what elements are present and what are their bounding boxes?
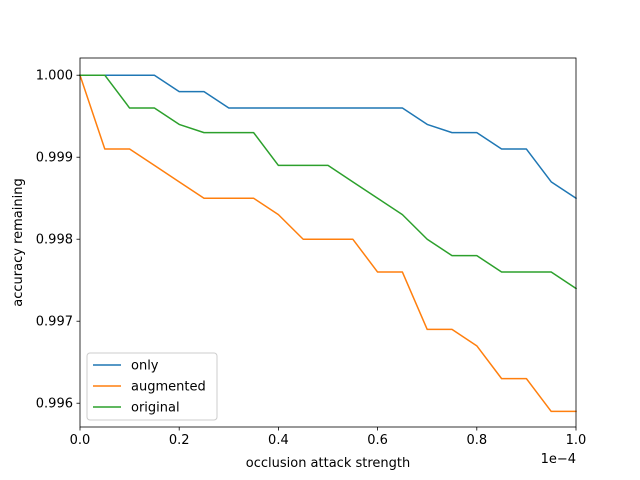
y-tick-label: 0.997: [36, 315, 73, 330]
legend-box: [86, 352, 218, 421]
y-axis-label: accuracy remaining: [11, 178, 26, 306]
series-layer: [79, 74, 578, 413]
legend-label-original: original: [131, 401, 180, 416]
x-axis-offset-label: 1e−4: [541, 452, 576, 467]
x-tick-label: 1.0: [566, 433, 587, 448]
plot-frame: [79, 57, 577, 428]
series-line-augmented: [79, 74, 577, 413]
x-tick-label: 0.8: [466, 433, 487, 448]
x-axis-label: occlusion attack strength: [246, 456, 411, 471]
legend-label-only: only: [131, 359, 159, 374]
y-tick-label: 1.000: [36, 69, 73, 84]
series-line-only: [79, 74, 578, 200]
y-tick-label: 0.996: [36, 397, 73, 412]
y-tick-label: 0.998: [36, 233, 73, 248]
x-tick-label: 0.2: [169, 433, 190, 448]
x-tick-label: 0.4: [268, 433, 289, 448]
x-axis-ticks: 0.0 0.2 0.4 0.6 0.8 1.0: [70, 427, 587, 448]
legend: only augmented original: [86, 352, 218, 421]
x-tick-label: 0.0: [70, 433, 91, 448]
legend-label-augmented: augmented: [131, 380, 206, 395]
y-axis-ticks: 0.996 0.997 0.998 0.999 1.000: [36, 69, 80, 412]
x-tick-label: 0.6: [367, 433, 388, 448]
series-line-original: [79, 74, 578, 290]
y-tick-label: 0.999: [36, 151, 73, 166]
